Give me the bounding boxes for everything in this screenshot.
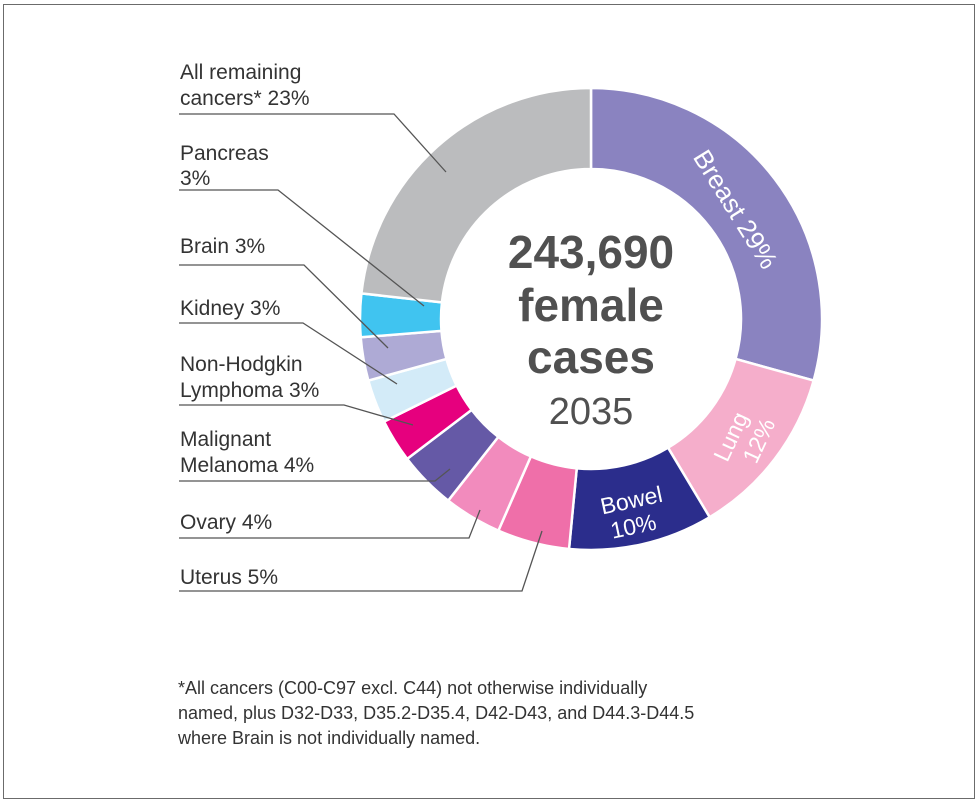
donut-slices — [358, 86, 824, 552]
footnote: *All cancers (C00-C97 excl. C44) not oth… — [178, 676, 818, 751]
label-brain: Brain 3% — [180, 235, 265, 258]
leader-kidney — [179, 322, 398, 385]
slice-breast — [589, 86, 824, 383]
label-melanoma-line1: Malignant — [180, 428, 271, 451]
label-pancreas-line2: 3% — [180, 167, 210, 190]
footnote-line-1: *All cancers (C00-C97 excl. C44) not oth… — [178, 678, 648, 698]
center-cases: cases — [527, 331, 655, 383]
outside-labels: All remaining cancers* 23% Pancreas 3% B… — [180, 61, 319, 589]
center-text: 243,690 female cases 2035 — [508, 226, 674, 433]
label-melanoma-line2: Melanoma 4% — [180, 454, 314, 477]
leader-melanoma — [179, 468, 451, 482]
label-remaining-line1: All remaining — [180, 61, 301, 84]
footnote-line-2: named, plus D32-D33, D35.2-D35.4, D42-D4… — [178, 703, 695, 723]
leader-lines — [179, 113, 543, 592]
label-remaining-line2: cancers* 23% — [180, 87, 310, 110]
center-year: 2035 — [549, 391, 634, 433]
leader-brain — [179, 264, 389, 349]
label-nhl-line1: Non-Hodgkin — [180, 353, 303, 376]
label-ovary: Ovary 4% — [180, 511, 272, 534]
center-female: female — [518, 279, 664, 331]
leader-pancreas — [179, 189, 425, 307]
center-total: 243,690 — [508, 226, 674, 278]
label-nhl-line2: Lymphoma 3% — [180, 379, 319, 402]
leader-ovary — [179, 509, 481, 539]
slice-remaining — [360, 86, 593, 304]
footnote-line-3: where Brain is not individually named. — [178, 728, 481, 748]
label-kidney: Kidney 3% — [180, 297, 280, 320]
leader-uterus — [179, 530, 543, 592]
label-pancreas-line1: Pancreas — [180, 142, 269, 165]
label-uterus: Uterus 5% — [180, 566, 278, 589]
leader-remaining — [179, 113, 447, 173]
leader-nhl — [179, 404, 414, 426]
